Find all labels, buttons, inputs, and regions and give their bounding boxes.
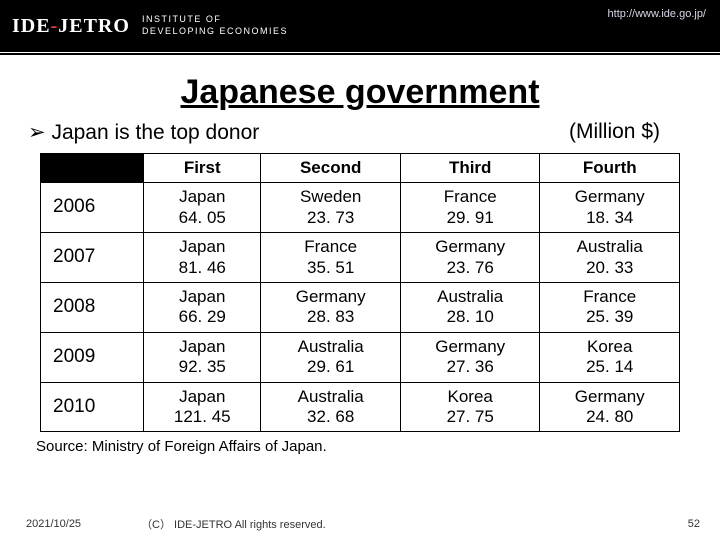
logo: IDE-JETRO xyxy=(12,15,130,38)
table-row: 2009Japan92. 35Australia29. 61Germany27.… xyxy=(41,332,680,382)
col-second: Second xyxy=(261,154,401,183)
table-header-row: First Second Third Fourth xyxy=(41,154,680,183)
header-url: http://www.ide.go.jp/ xyxy=(608,8,706,20)
logo-prefix: IDE xyxy=(12,15,51,37)
col-first: First xyxy=(144,154,261,183)
page-title: Japanese government xyxy=(0,73,720,112)
data-cell: Japan92. 35 xyxy=(144,332,261,382)
institute-name: INSTITUTE OF DEVELOPING ECONOMIES xyxy=(142,14,288,37)
data-cell: France25. 39 xyxy=(540,282,680,332)
data-cell: Germany24. 80 xyxy=(540,382,680,432)
table-row: 2010Japan121. 45Australia32. 68Korea27. … xyxy=(41,382,680,432)
bullet-icon: ➢ xyxy=(28,121,46,144)
institute-line1: INSTITUTE OF xyxy=(142,14,222,24)
subtitle-left: ➢ Japan is the top donor xyxy=(28,120,259,145)
subtitle-row: ➢ Japan is the top donor (Million $) xyxy=(0,112,720,145)
data-cell: Korea25. 14 xyxy=(540,332,680,382)
data-cell: Australia29. 61 xyxy=(261,332,401,382)
table-row: 2008Japan66. 29Germany28. 83Australia28.… xyxy=(41,282,680,332)
data-cell: Korea27. 75 xyxy=(400,382,540,432)
header-bar: IDE-JETRO INSTITUTE OF DEVELOPING ECONOM… xyxy=(0,0,720,52)
data-cell: Germany27. 36 xyxy=(400,332,540,382)
data-cell: Japan121. 45 xyxy=(144,382,261,432)
source-line: Source: Ministry of Foreign Affairs of J… xyxy=(36,438,720,455)
year-cell: 2008 xyxy=(41,282,144,332)
data-cell: Australia20. 33 xyxy=(540,233,680,283)
data-cell: Germany23. 76 xyxy=(400,233,540,283)
header-rule xyxy=(0,53,720,55)
data-cell: Australia28. 10 xyxy=(400,282,540,332)
col-third: Third xyxy=(400,154,540,183)
data-cell: Germany28. 83 xyxy=(261,282,401,332)
table-row: 2006Japan64. 05Sweden23. 73France29. 91G… xyxy=(41,183,680,233)
year-cell: 2007 xyxy=(41,233,144,283)
data-cell: Japan66. 29 xyxy=(144,282,261,332)
col-year xyxy=(41,154,144,183)
subtitle-text: Japan is the top donor xyxy=(51,121,259,144)
footer-date: 2021/10/25 xyxy=(26,518,81,530)
data-cell: France35. 51 xyxy=(261,233,401,283)
year-cell: 2006 xyxy=(41,183,144,233)
logo-suffix: JETRO xyxy=(58,15,130,37)
institute-line2: DEVELOPING ECONOMIES xyxy=(142,26,288,36)
footer: 2021/10/25 （C） IDE-JETRO All rights rese… xyxy=(0,516,720,532)
data-cell: Japan81. 46 xyxy=(144,233,261,283)
footer-page: 52 xyxy=(688,518,700,530)
table-row: 2007Japan81. 46France35. 51Germany23. 76… xyxy=(41,233,680,283)
data-cell: Japan64. 05 xyxy=(144,183,261,233)
data-cell: Sweden23. 73 xyxy=(261,183,401,233)
data-cell: Australia32. 68 xyxy=(261,382,401,432)
subtitle-unit: (Million $) xyxy=(569,120,660,145)
data-cell: Germany18. 34 xyxy=(540,183,680,233)
year-cell: 2009 xyxy=(41,332,144,382)
year-cell: 2010 xyxy=(41,382,144,432)
donor-table: First Second Third Fourth 2006Japan64. 0… xyxy=(40,153,680,432)
footer-copyright: （C） IDE-JETRO All rights reserved. xyxy=(141,516,326,532)
data-cell: France29. 91 xyxy=(400,183,540,233)
col-fourth: Fourth xyxy=(540,154,680,183)
